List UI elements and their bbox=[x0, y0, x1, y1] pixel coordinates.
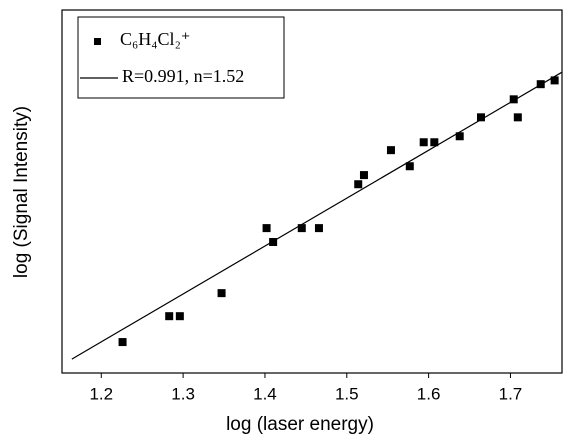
point bbox=[359, 171, 368, 180]
point bbox=[509, 95, 518, 104]
legend-marker bbox=[94, 38, 101, 45]
x-tick-label: 1.3 bbox=[171, 384, 195, 403]
point bbox=[262, 224, 271, 233]
y-axis-label: log (Signal Intensity) bbox=[11, 106, 32, 278]
x-tick-label: 1.4 bbox=[253, 384, 277, 403]
point bbox=[314, 224, 323, 233]
point bbox=[165, 312, 174, 321]
plot-frame bbox=[61, 9, 563, 374]
x-tick-label: 1.6 bbox=[417, 384, 441, 403]
point bbox=[550, 76, 559, 85]
x-axis-label: log (laser energy) bbox=[226, 414, 374, 435]
fit-line bbox=[71, 71, 563, 360]
point bbox=[386, 146, 395, 155]
point bbox=[455, 132, 464, 141]
x-tick-label: 1.2 bbox=[89, 384, 113, 403]
x-tick-label: 1.7 bbox=[499, 384, 523, 403]
point bbox=[217, 289, 226, 298]
point bbox=[297, 224, 306, 233]
legend-box bbox=[77, 16, 285, 99]
point bbox=[269, 238, 278, 247]
legend-label: R=0.991, n=1.52 bbox=[122, 66, 244, 86]
x-tick-label: 1.5 bbox=[335, 384, 359, 403]
legend-label: C₆H₄Cl₂⁺ bbox=[120, 29, 190, 49]
point bbox=[175, 312, 184, 321]
point bbox=[354, 180, 363, 189]
point bbox=[405, 162, 414, 171]
point bbox=[118, 338, 127, 347]
point bbox=[419, 138, 428, 147]
point bbox=[513, 113, 522, 122]
point bbox=[430, 138, 439, 147]
point bbox=[476, 113, 485, 122]
